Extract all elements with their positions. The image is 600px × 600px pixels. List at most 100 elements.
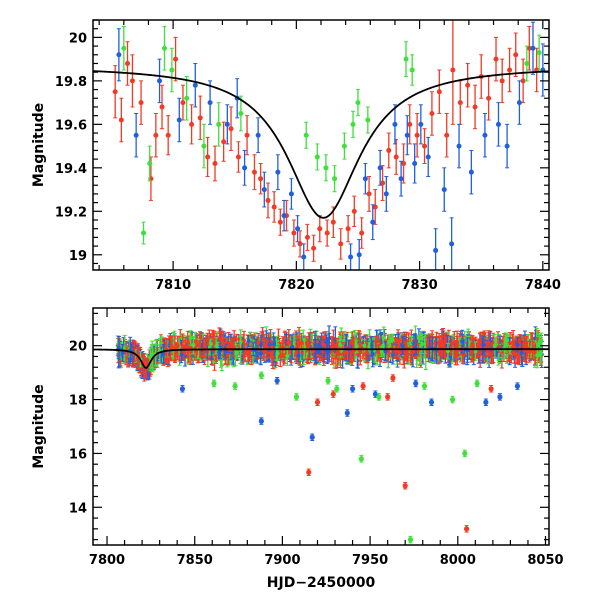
y-tick-label: 19.6: [55, 118, 87, 133]
data-point-blue: [425, 154, 431, 160]
data-point-red: [129, 78, 135, 84]
data-point-red: [330, 219, 336, 225]
data-point-green: [169, 67, 175, 73]
data-point-red: [251, 169, 257, 175]
data-point-red: [507, 67, 513, 73]
data-point-blue: [281, 213, 287, 219]
data-point-red: [125, 60, 131, 66]
data-point-blue: [242, 165, 248, 171]
data-point-green: [303, 132, 309, 138]
data-point-red: [444, 132, 450, 138]
y-tick-label: 19.2: [55, 205, 87, 220]
data-point-blue: [157, 78, 163, 84]
top-panel: 7810 7820 7830 7840 19 19.2 19.4 19.6 19.8 20 Magn…: [31, 19, 561, 293]
data-point-blue: [295, 226, 301, 232]
data-point-blue: [356, 252, 362, 258]
data-point-blue: [383, 191, 389, 197]
data-point-red: [429, 110, 435, 116]
data-point-green: [355, 100, 361, 106]
plot-area: [93, 325, 549, 544]
data-point-green: [238, 110, 244, 116]
data-point-red: [277, 219, 283, 225]
data-point-red: [450, 67, 456, 73]
data-point-red: [189, 121, 195, 127]
data-point-red: [414, 132, 420, 138]
data-point-red: [173, 56, 179, 62]
data-point-red: [304, 234, 310, 240]
data-point-blue: [370, 219, 376, 225]
data-point-red: [338, 241, 344, 247]
data-point-green: [184, 95, 190, 101]
data-point-blue: [530, 45, 536, 51]
data-point-red: [258, 176, 264, 182]
data-point-blue: [418, 121, 424, 127]
data-point-red: [499, 78, 505, 84]
data-point-blue: [275, 169, 281, 175]
data-point-blue: [504, 143, 510, 149]
data-point-red: [153, 132, 159, 138]
data-point-blue: [348, 254, 354, 260]
data-point-red: [159, 104, 165, 110]
data-point-red: [359, 230, 365, 236]
data-point-red: [118, 117, 124, 123]
data-point-blue: [456, 143, 462, 149]
data-point-blue: [495, 121, 501, 127]
data-point-red: [345, 226, 351, 232]
data-point-blue: [433, 247, 439, 253]
data-point-red: [386, 147, 392, 153]
x-tick-label: 7820: [278, 278, 314, 293]
data-point-red: [265, 197, 271, 203]
model-curve: [93, 70, 549, 219]
data-point-red: [366, 191, 372, 197]
data-point-red: [311, 245, 317, 251]
data-point-red: [401, 160, 407, 166]
data-point-blue: [224, 121, 230, 127]
data-point-green: [524, 60, 530, 66]
data-point-red: [351, 208, 357, 214]
data-point-blue: [133, 132, 139, 138]
data-point-red: [205, 154, 211, 160]
data-point-green: [141, 230, 147, 236]
data-point-blue: [261, 187, 267, 193]
x-tick-label: 7840: [525, 278, 561, 293]
data-point-blue: [449, 241, 455, 247]
band-point-red: [510, 340, 515, 345]
data-point-red: [138, 100, 144, 106]
data-point-green: [323, 165, 329, 171]
plot-area: [93, 20, 549, 270]
data-point-blue: [377, 165, 383, 171]
data-point-green: [161, 45, 167, 51]
data-point-green: [350, 121, 356, 127]
data-point-red: [180, 100, 186, 106]
data-point-red: [165, 132, 171, 138]
data-point-blue: [398, 176, 404, 182]
x-tick-label: 7830: [402, 278, 438, 293]
data-point-green: [147, 160, 153, 166]
data-point-blue: [516, 100, 522, 106]
data-point-red: [422, 143, 428, 149]
data-point-green: [121, 45, 127, 51]
y-axis-label: Magnitude: [31, 103, 47, 187]
data-point-green: [341, 143, 347, 149]
data-point-red: [112, 89, 118, 95]
data-point-green: [536, 50, 542, 56]
y-tick-label: 19.8: [55, 75, 87, 90]
data-point-blue: [441, 187, 447, 193]
data-point-green: [365, 117, 371, 123]
data-point-red: [407, 121, 413, 127]
data-point-red: [472, 104, 478, 110]
data-point-blue: [412, 160, 418, 166]
data-point-blue: [362, 176, 368, 182]
data-point-green: [216, 121, 222, 127]
bottom-panel: 7800 7850 7900 7950 8000 805014161820Magnitud…: [31, 307, 564, 591]
data-point-red: [486, 95, 492, 101]
data-point-blue: [404, 132, 410, 138]
data-point-red: [228, 126, 234, 132]
data-point-red: [235, 154, 241, 160]
data-point-red: [197, 115, 203, 121]
data-point-blue: [255, 132, 261, 138]
data-point-red: [244, 132, 250, 138]
data-point-red: [493, 56, 499, 62]
data-point-blue: [176, 117, 182, 123]
